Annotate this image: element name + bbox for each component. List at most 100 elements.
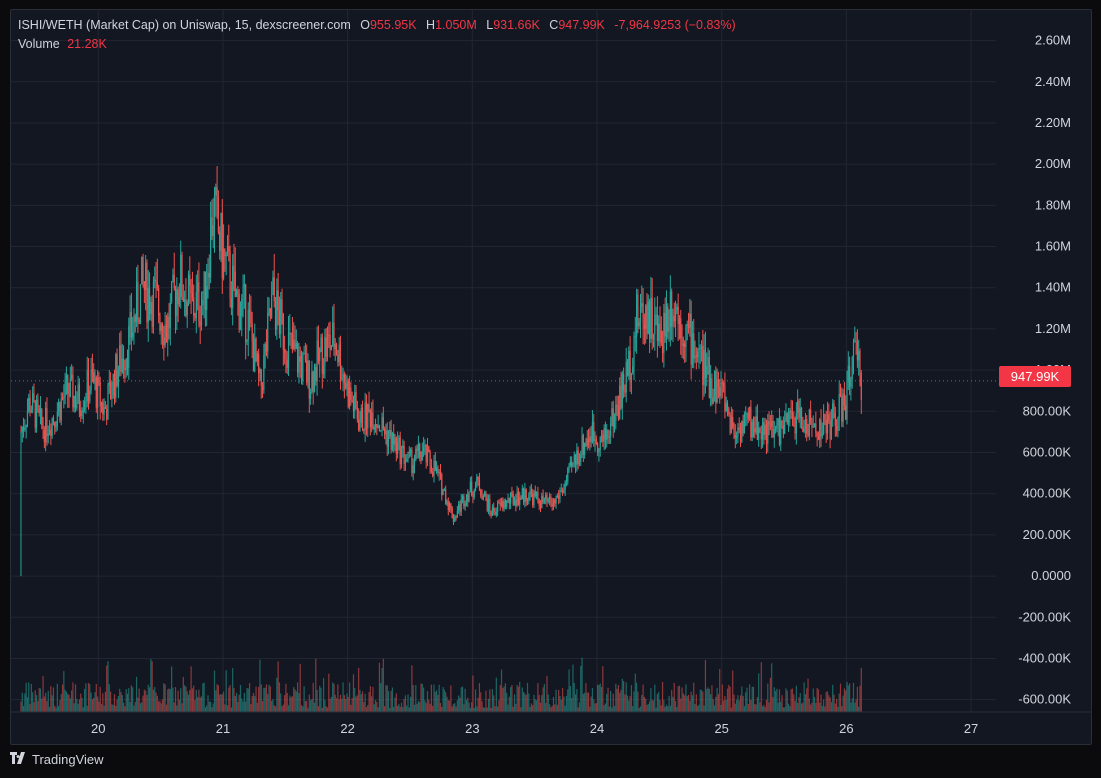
volume-bar [595,703,597,712]
candle-body [37,399,39,407]
candle-body [842,393,844,422]
candle-body [268,308,270,313]
candle-body [269,308,271,318]
candle-body [380,430,382,432]
volume-bar [95,684,97,712]
candle-body [406,459,408,462]
footer[interactable]: TradingView [10,752,104,767]
volume-bar [535,700,538,712]
volume-bar [61,684,64,712]
candle-body [586,438,588,446]
candle-body [608,436,610,438]
candle-body [81,412,83,417]
candle-body [209,217,212,278]
candle-body [734,435,736,438]
candle-body [832,403,834,420]
volume-bar [807,678,809,712]
candle-body [87,369,90,402]
candle-body [381,417,383,431]
candle-body [59,402,61,421]
candle-body [478,480,481,490]
volume-bar [229,685,231,712]
volume-bar [197,697,199,712]
volume-bars [20,657,862,712]
volume-bar [621,678,623,712]
candle-body [619,385,621,419]
candle-body [326,334,329,357]
candle-body [820,419,822,436]
candle-body [230,297,232,308]
volume-bar [752,686,755,712]
candle-body [569,461,571,466]
candle-body [771,420,773,427]
candle-body [629,350,631,383]
candle-body [702,345,704,385]
volume-bar [837,706,839,712]
volume-bar [310,700,312,712]
volume-bar [584,692,586,712]
candle-body [261,385,264,391]
volume-bar [42,676,44,712]
volume-bar [64,689,66,712]
candle-body [133,315,135,333]
volume-bar [708,688,710,712]
volume-bar [812,688,814,712]
candle-body [146,262,148,323]
volume-bar [638,707,640,712]
volume-bar [117,696,119,712]
volume-bar [199,697,201,712]
candle-body [763,422,765,435]
volume-bar [171,666,173,712]
candle-body [280,299,282,334]
candle-body [163,337,165,346]
candle-body [277,290,279,311]
candle-body [708,356,710,399]
candle-body [765,424,768,444]
candle-body [537,492,539,500]
volume-bar [180,688,182,712]
volume-bar [150,659,152,712]
candle-body [416,448,418,451]
volume-bar [167,689,169,712]
candle-body [717,379,720,388]
candle-body [587,438,590,443]
candle-body [443,489,445,491]
volume-bar [611,707,613,712]
volume-bar [794,700,796,712]
volume-bar [617,685,620,712]
volume-bar [91,699,94,712]
volume-bar [316,689,318,712]
volume-bar [610,690,612,712]
volume-bar [637,691,639,712]
candle-body [399,437,401,465]
candle-body [810,409,812,421]
volume-bar [286,693,288,712]
volume-bar [786,690,788,712]
volume-bar [93,697,95,712]
candle-body [98,377,100,383]
volume-bar [290,697,292,712]
volume-bar [82,707,84,712]
chart-canvas[interactable]: 2.60M 2.40M 2.20M 2.00M 1.80M 1.60M 1.40M 1.20M… [11,10,1091,744]
volume-bar [460,687,462,712]
candle-body [804,419,807,429]
volume-bar [134,701,136,712]
candle-body [189,274,191,286]
candle-body [302,353,304,381]
candle-body [72,374,74,408]
x-tick-label: 22 [340,721,354,736]
candle-body [849,365,851,387]
candle-body [433,460,435,476]
volume-bar [111,704,113,712]
candle-body [355,392,357,408]
candle-body [250,311,252,323]
candle-body [65,375,68,380]
volume-bar [271,700,273,712]
candle-body [412,465,414,474]
volume-bar [154,686,156,712]
volume-bar [630,685,633,712]
volume-bar [155,692,157,712]
candle-body [637,294,639,327]
candle-body [351,399,353,402]
volume-bar [446,696,448,712]
